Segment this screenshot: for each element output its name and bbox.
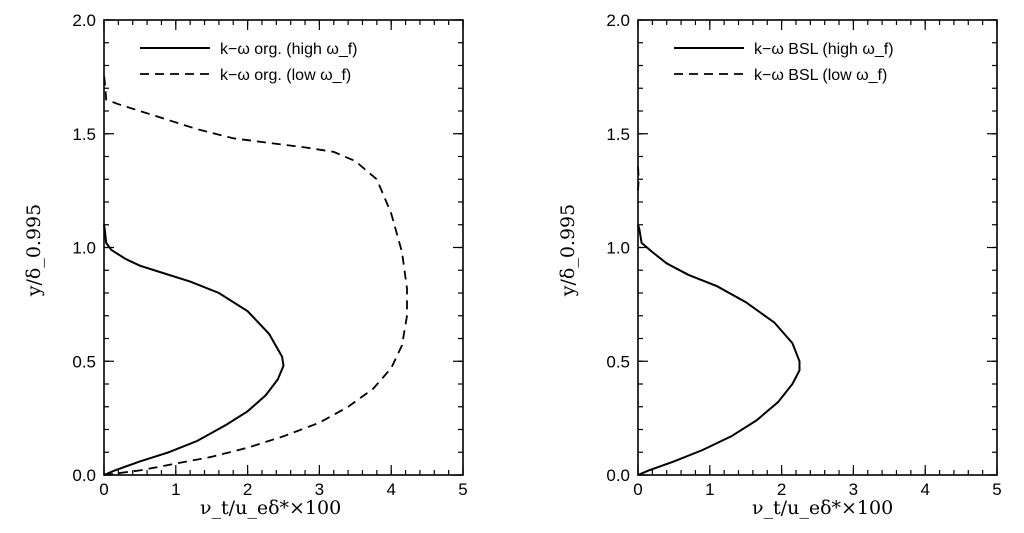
y-tick-label: 0.5 [606,352,630,371]
x-tick-label: 4 [920,480,929,499]
series-group [637,165,801,476]
x-axis-label: ν_t/u_eδ*×100 [200,497,341,519]
plot-frame [637,19,998,476]
series-line-0 [637,224,801,476]
tick-marks [103,19,464,476]
x-tick-labels: 0 1 2 3 4 5 [633,480,1001,499]
x-tick-label: 1 [171,480,180,499]
plot-frame [103,19,464,476]
y-tick-label: 0.5 [72,352,96,371]
chart-right: 0 1 2 3 4 5 0.0 0.5 1.0 1.5 2.0 k−ω BSL (high ω_f… [557,11,1002,519]
series-line-1 [103,74,408,476]
y-axis-label: y/δ_0.995 [557,204,579,297]
legend-label-1: k−ω org. (low ω_f) [220,67,351,84]
y-tick-label: 2.0 [606,11,630,30]
y-tick-label: 0.0 [72,466,96,485]
y-axis-label: y/δ_0.995 [23,204,45,297]
series-line-1 [637,165,640,191]
x-tick-label: 5 [992,480,1001,499]
x-tick-label: 5 [458,480,467,499]
x-tick-label: 3 [315,480,324,499]
y-tick-label: 1.5 [72,125,96,144]
legend: k−ω BSL (high ω_f) k−ω BSL (low ω_f) [674,41,894,84]
y-tick-labels: 0.0 0.5 1.0 1.5 2.0 [72,11,96,485]
legend: k−ω org. (high ω_f) k−ω org. (low ω_f) [140,41,357,84]
x-tick-label: 2 [777,480,786,499]
x-tick-label: 0 [633,480,642,499]
y-tick-label: 1.5 [606,125,630,144]
y-tick-label: 1.0 [72,239,96,258]
tick-marks [637,19,998,476]
legend-label-0: k−ω BSL (high ω_f) [754,41,894,58]
y-tick-label: 1.0 [606,239,630,258]
chart-left: 0 1 2 3 4 5 0.0 0.5 1.0 1.5 2.0 k−ω org. (high ω_… [23,11,468,519]
x-tick-label: 0 [99,480,108,499]
y-tick-label: 0.0 [606,466,630,485]
x-tick-label: 3 [849,480,858,499]
y-tick-label: 2.0 [72,11,96,30]
x-tick-label: 1 [705,480,714,499]
x-axis-label: ν_t/u_eδ*×100 [752,497,893,519]
x-tick-label: 4 [386,480,395,499]
series-group [103,74,408,476]
legend-label-1: k−ω BSL (low ω_f) [754,67,887,84]
x-tick-labels: 0 1 2 3 4 5 [99,480,467,499]
x-tick-label: 2 [243,480,252,499]
legend-label-0: k−ω org. (high ω_f) [220,41,357,58]
series-line-0 [103,224,285,476]
y-tick-labels: 0.0 0.5 1.0 1.5 2.0 [606,11,630,485]
